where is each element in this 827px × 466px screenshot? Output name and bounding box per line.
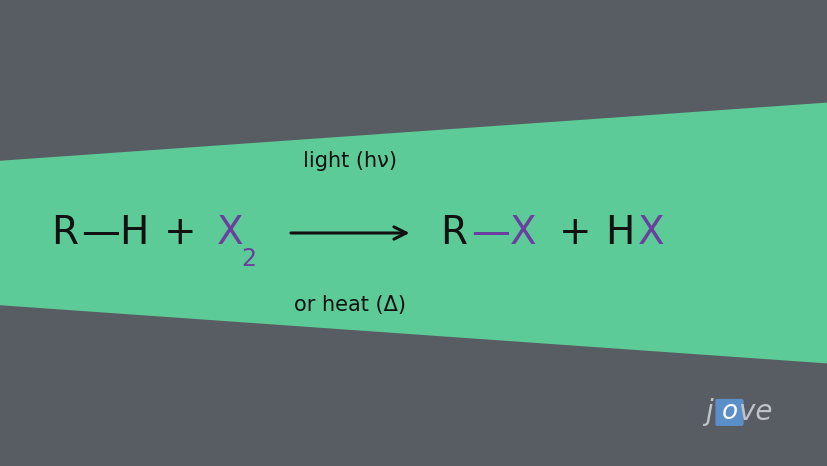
Text: 2: 2 <box>241 247 256 271</box>
Polygon shape <box>0 103 827 363</box>
Text: X: X <box>509 214 536 252</box>
Text: or heat (Δ): or heat (Δ) <box>294 295 406 315</box>
Text: R: R <box>440 214 466 252</box>
Text: X: X <box>217 214 243 252</box>
Text: +: + <box>164 214 197 252</box>
FancyBboxPatch shape <box>715 399 743 426</box>
Text: X: X <box>637 214 663 252</box>
Text: j: j <box>704 398 712 426</box>
Text: o: o <box>720 399 737 425</box>
Text: —: — <box>471 214 509 252</box>
Text: —: — <box>82 214 120 252</box>
Text: H: H <box>604 214 633 252</box>
Text: light (hν): light (hν) <box>303 151 397 171</box>
Text: +: + <box>558 214 591 252</box>
Text: R: R <box>51 214 78 252</box>
Text: ve: ve <box>739 398 772 426</box>
Text: H: H <box>119 214 149 252</box>
